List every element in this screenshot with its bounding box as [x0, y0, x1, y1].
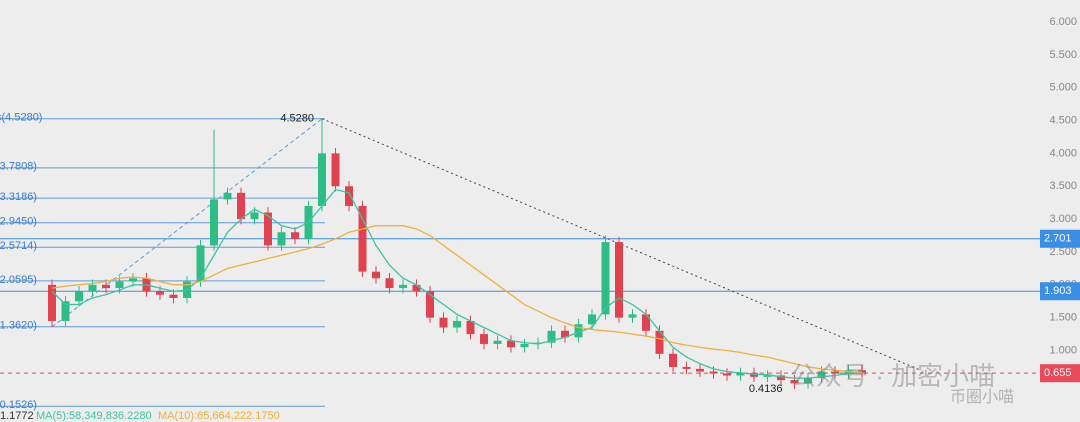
candle-body [426, 291, 434, 318]
candle-body [831, 371, 839, 374]
y-tick-label: 3.500 [1049, 180, 1077, 192]
candle-body [804, 378, 812, 384]
candle-body [858, 370, 866, 373]
price-box [1040, 282, 1080, 301]
candle-body [210, 199, 218, 246]
y-tick-label: 3.000 [1049, 213, 1077, 225]
ma-line [51, 225, 863, 373]
candle-body [682, 366, 691, 369]
candle-body [480, 334, 488, 344]
candle-body [291, 232, 299, 239]
candle-body [372, 271, 380, 279]
price-label: 2.701 [1044, 233, 1072, 245]
candle-body [385, 278, 394, 289]
candle-body [277, 232, 286, 246]
candle-body [358, 205, 367, 272]
y-tick-label: 5.500 [1049, 49, 1077, 61]
y-tick-label: 4.000 [1049, 147, 1077, 159]
volume-label: 1.1772 [0, 410, 34, 422]
candle-body [48, 284, 56, 321]
y-tick-label: 4.500 [1049, 114, 1077, 126]
candle-body [642, 314, 650, 331]
candle-body [115, 281, 124, 289]
candle-body [102, 284, 110, 289]
candle-body [88, 284, 97, 292]
price-label: 0.655 [1044, 367, 1072, 379]
candle-body [574, 324, 583, 338]
candle-body [750, 372, 758, 377]
candle-body [264, 212, 272, 246]
candle-body [777, 375, 785, 381]
trend-line [321, 118, 921, 371]
y-tick-label: 2.500 [1049, 246, 1077, 258]
candle-body [250, 212, 259, 220]
candle-body [696, 368, 704, 372]
candle-body [169, 294, 178, 298]
trend-line [51, 118, 323, 328]
candle-body [601, 242, 610, 315]
fib-label: (2.0595) [0, 274, 37, 286]
candle-body [763, 375, 772, 377]
y-tick-label: 6.000 [1049, 16, 1077, 28]
candle-body [237, 192, 245, 220]
price-label: 1.903 [1044, 285, 1072, 297]
candle-body [588, 314, 596, 325]
candle-body [129, 278, 137, 282]
candle-body [817, 371, 826, 379]
candle-body [223, 192, 232, 200]
candle-body [723, 373, 731, 376]
ma5-label: MA(5):58,349,836.2280 [36, 410, 152, 422]
peak-label: 4.5280 [280, 113, 314, 125]
candle-body [615, 242, 623, 318]
price-box [1040, 364, 1080, 383]
y-tick-label: 1.500 [1049, 312, 1077, 324]
candle-body [507, 340, 515, 348]
candle-body [61, 301, 70, 321]
candle-body [331, 153, 340, 187]
price-box [1040, 229, 1080, 248]
candle-body [736, 372, 745, 376]
fib-label: (0.1526) [0, 399, 37, 411]
y-tick-label: 1.000 [1049, 344, 1077, 356]
ma-line [51, 188, 863, 379]
candle-body [466, 320, 475, 335]
fib-label: (2.5714) [0, 240, 37, 252]
candle-body [561, 330, 569, 338]
fib-label: (3.7808) [0, 161, 37, 173]
fib-label: (1.3620) [0, 320, 37, 332]
fib-label: s(4.5280) [0, 112, 42, 124]
candle-body [493, 340, 502, 344]
fib-label: (3.3186) [0, 191, 37, 203]
candle-body [790, 380, 799, 384]
low-label: 0.4136 [749, 383, 783, 395]
candle-body [196, 245, 205, 282]
candle-body [453, 320, 461, 328]
y-tick-label: 5.000 [1049, 82, 1077, 94]
watermark-small: 币圈小喵 [950, 388, 1014, 406]
candle-body [520, 343, 529, 348]
candle-body [547, 330, 556, 343]
candle-body [628, 314, 637, 318]
fib-label: (2.9450) [0, 216, 37, 228]
watermark: 公众号 · 加密小喵 [790, 361, 995, 391]
candle-body [345, 186, 353, 206]
candle-body [669, 353, 677, 367]
candle-body [156, 291, 164, 295]
ma10-label: MA(10):65,664,222.1750 [158, 410, 280, 422]
candle-body [709, 371, 718, 374]
candle-body [655, 330, 664, 354]
candle-body [75, 291, 83, 302]
candle-body [412, 284, 421, 292]
candle-body [439, 317, 448, 328]
candle-body [318, 153, 326, 206]
candle-body [399, 284, 407, 289]
